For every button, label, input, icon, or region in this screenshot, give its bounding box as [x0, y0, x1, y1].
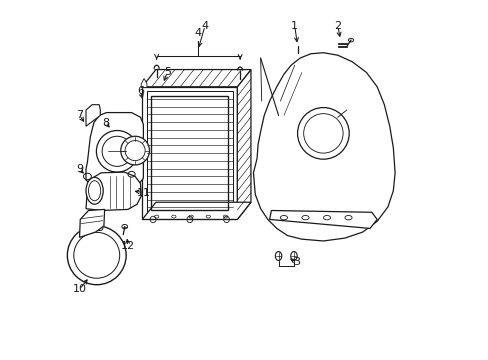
Text: 9: 9 — [76, 164, 83, 174]
Ellipse shape — [290, 252, 297, 261]
Polygon shape — [142, 69, 250, 87]
Text: 5: 5 — [163, 67, 170, 77]
Circle shape — [121, 136, 149, 165]
Polygon shape — [142, 202, 250, 220]
Polygon shape — [86, 105, 100, 126]
Text: 7: 7 — [76, 111, 83, 121]
Circle shape — [96, 131, 138, 172]
Text: 2: 2 — [333, 21, 341, 31]
Text: 3: 3 — [292, 257, 299, 267]
Text: 4: 4 — [194, 28, 202, 38]
Text: 1: 1 — [291, 21, 298, 31]
Polygon shape — [80, 210, 104, 237]
Text: 8: 8 — [102, 118, 109, 128]
Polygon shape — [142, 87, 237, 220]
Ellipse shape — [275, 252, 281, 261]
Circle shape — [297, 108, 348, 159]
Text: 11: 11 — [137, 188, 151, 198]
Polygon shape — [86, 172, 141, 211]
Text: 4: 4 — [201, 21, 208, 31]
Ellipse shape — [86, 177, 103, 204]
Polygon shape — [86, 113, 143, 188]
Polygon shape — [237, 69, 250, 220]
Text: 12: 12 — [121, 241, 135, 251]
Text: 10: 10 — [72, 284, 86, 294]
Polygon shape — [269, 211, 376, 228]
Polygon shape — [253, 53, 394, 241]
Polygon shape — [141, 78, 147, 87]
Text: 6: 6 — [137, 86, 143, 96]
Circle shape — [67, 226, 126, 285]
